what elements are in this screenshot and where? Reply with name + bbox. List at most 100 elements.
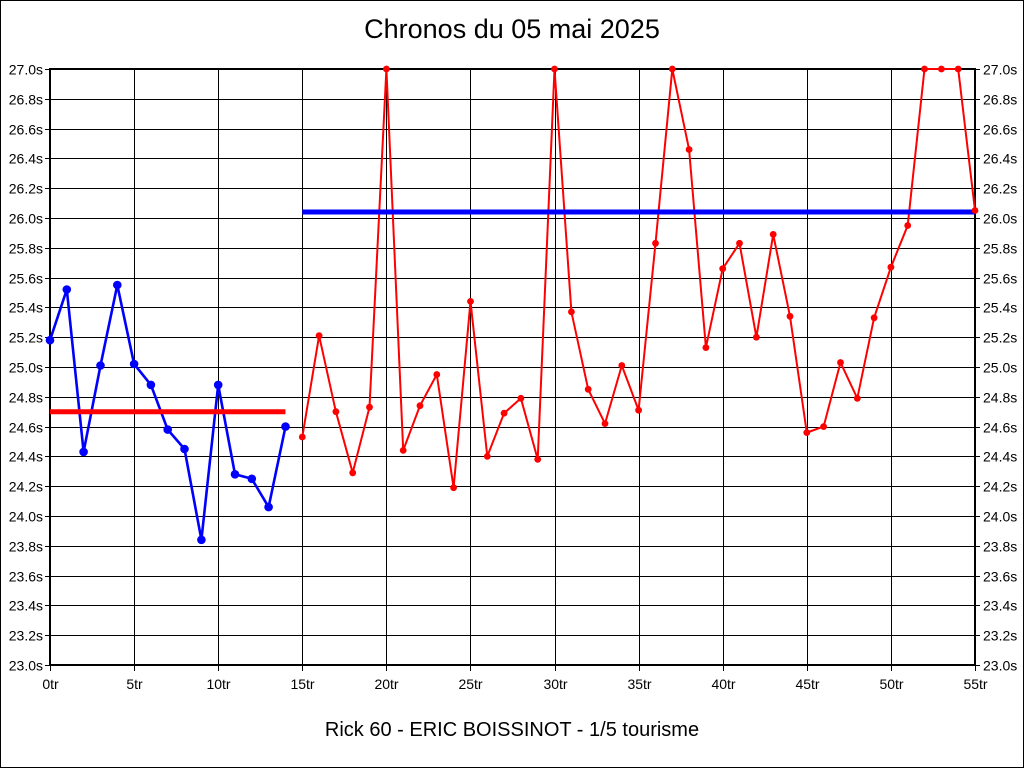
data-point-stint-1 (197, 535, 206, 545)
x-axis-label: 25tr (458, 676, 482, 692)
y-axis-label-right: 23.4s (983, 598, 1017, 614)
data-point-stint-1 (213, 380, 223, 390)
y-axis-label-left: 24.8s (9, 390, 43, 406)
y-axis-label-left: 26.4s (9, 151, 43, 167)
data-point-stint-2 (921, 65, 928, 73)
y-axis-label-right: 24.8s (983, 390, 1017, 406)
data-point-stint-2 (298, 433, 306, 441)
plot-frame (49, 68, 976, 666)
y-axis-label-left: 26.2s (9, 181, 43, 197)
y-axis-label-left: 26.8s (9, 92, 43, 108)
y-axis-label-right: 24.6s (983, 420, 1017, 436)
y-axis-label-right: 23.6s (983, 569, 1017, 585)
y-axis-label-left: 24.0s (9, 509, 43, 525)
data-point-stint-1 (281, 422, 290, 431)
y-axis-label-right: 25.2s (983, 330, 1017, 346)
y-axis-label-right: 26.8s (983, 92, 1017, 108)
data-point-stint-2 (870, 314, 878, 322)
x-axis-label: 30tr (543, 676, 567, 692)
data-point-stint-2 (315, 332, 323, 340)
y-axis-label-right: 26.6s (983, 122, 1017, 138)
data-point-stint-2 (433, 371, 441, 378)
data-point-stint-1 (264, 502, 273, 512)
y-axis-label-left: 25.6s (9, 271, 43, 287)
y-axis-label-left: 25.8s (9, 241, 43, 257)
y-axis-label-left: 23.8s (9, 539, 43, 555)
data-point-stint-2 (837, 359, 844, 366)
y-axis-label-right: 25.6s (983, 271, 1017, 287)
data-point-stint-2 (702, 344, 710, 351)
y-axis-label-left: 27.0s (9, 62, 43, 78)
y-axis-label-right: 23.8s (983, 539, 1017, 555)
y-axis-label-left: 24.6s (9, 420, 43, 436)
y-axis-label-left: 26.0s (9, 211, 43, 227)
y-axis-label-right: 23.0s (983, 658, 1017, 674)
data-point-stint-2 (450, 484, 457, 492)
data-point-stint-2 (652, 239, 659, 247)
data-point-stint-2 (954, 65, 962, 73)
data-point-stint-2 (399, 447, 407, 454)
data-point-stint-2 (517, 394, 525, 402)
data-point-stint-2 (971, 207, 979, 214)
x-axis-label: 20tr (374, 676, 398, 692)
data-point-stint-2 (332, 408, 340, 416)
y-axis-label-right: 26.4s (983, 151, 1017, 167)
data-point-stint-1 (180, 444, 189, 454)
y-axis-label-left: 25.4s (9, 300, 43, 316)
data-point-stint-2 (719, 265, 727, 273)
data-point-stint-2 (383, 65, 390, 73)
data-point-stint-2 (618, 362, 626, 369)
y-axis-label-right: 27.0s (983, 62, 1017, 78)
data-point-stint-2 (483, 453, 491, 460)
data-point-stint-2 (635, 406, 642, 414)
data-point-stint-2 (887, 263, 895, 271)
y-axis-label-right: 26.0s (983, 211, 1017, 227)
data-point-stint-2 (736, 239, 743, 247)
x-axis-label: 5tr (126, 676, 143, 692)
x-axis-label: 50tr (879, 676, 903, 692)
x-axis-label: 40tr (711, 676, 735, 692)
y-axis-label-left: 23.2s (9, 628, 43, 644)
x-axis-label: 35tr (627, 676, 651, 692)
x-axis-label: 0tr (42, 676, 59, 692)
y-axis-label-left: 25.0s (9, 360, 43, 376)
data-point-stint-1 (45, 335, 55, 345)
data-point-stint-2 (467, 298, 474, 305)
y-axis-label-left: 23.4s (9, 598, 43, 614)
x-axis-label: 55tr (963, 676, 987, 692)
y-axis-label-right: 24.2s (983, 479, 1017, 495)
data-point-stint-2 (601, 420, 609, 427)
data-point-stint-1 (79, 447, 88, 457)
data-point-stint-1 (163, 425, 172, 434)
data-point-stint-1 (96, 361, 105, 370)
x-axis-label: 10tr (206, 676, 230, 692)
data-point-stint-2 (753, 333, 760, 341)
y-axis-label-left: 24.2s (9, 479, 43, 495)
data-point-stint-2 (820, 423, 827, 430)
data-point-stint-1 (129, 359, 139, 369)
x-axis-label: 45tr (795, 676, 819, 692)
data-point-stint-2 (668, 65, 676, 73)
data-point-stint-2 (416, 402, 424, 410)
data-point-stint-2 (568, 308, 575, 316)
data-point-stint-2 (938, 65, 945, 73)
data-point-stint-2 (584, 385, 592, 393)
data-point-stint-2 (534, 456, 542, 463)
data-point-stint-2 (349, 469, 357, 477)
data-point-stint-2 (769, 231, 777, 238)
data-point-stint-2 (803, 429, 811, 436)
chart-caption: Rick 60 - ERIC BOISSINOT - 1/5 tourisme (324, 719, 700, 741)
y-axis-label-left: 26.6s (9, 122, 43, 138)
y-axis-label-left: 23.6s (9, 569, 43, 585)
data-point-stint-2 (853, 394, 861, 402)
data-point-stint-2 (551, 65, 558, 73)
y-axis-label-right: 25.8s (983, 241, 1017, 257)
y-axis-label-right: 26.2s (983, 181, 1017, 197)
y-axis-label-right: 23.2s (983, 628, 1017, 644)
y-axis-label-left: 24.4s (9, 449, 43, 465)
y-axis-label-right: 24.4s (983, 449, 1017, 465)
data-point-stint-1 (230, 470, 240, 479)
data-point-stint-2 (500, 409, 508, 417)
